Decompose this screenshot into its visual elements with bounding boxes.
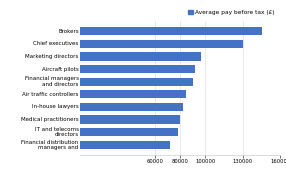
Bar — [80, 78, 193, 86]
Bar — [80, 65, 195, 73]
Bar — [80, 40, 243, 48]
Bar — [80, 141, 170, 149]
Bar — [80, 52, 201, 61]
Legend: Average pay before tax (£): Average pay before tax (£) — [186, 8, 277, 18]
Bar — [80, 103, 183, 111]
Bar — [80, 128, 178, 136]
Bar — [80, 27, 261, 35]
Bar — [80, 90, 186, 98]
Bar — [80, 115, 180, 124]
